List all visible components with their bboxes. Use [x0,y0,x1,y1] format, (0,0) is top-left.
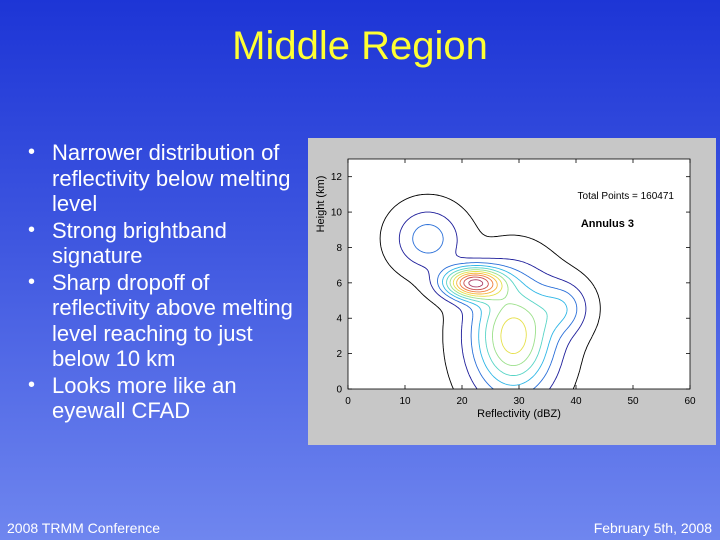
contour-line [446,267,548,376]
y-tick-label: 12 [331,172,343,183]
x-tick-label: 60 [684,396,696,407]
x-tick-label: 40 [570,396,582,407]
x-tick-label: 10 [399,396,411,407]
contour-line [463,276,489,291]
x-axis-label: Reflectivity (dBZ) [477,408,561,420]
total-points-annotation: Total Points = 160471 [578,191,675,202]
x-tick-label: 0 [345,396,351,407]
plot-area [348,159,690,389]
bullet-dot: • [28,270,36,293]
y-tick-label: 0 [336,385,342,396]
cfad-chart: 0 10 20 30 40 50 60 0 2 4 6 8 10 12 Reflectivity (dBZ)… [315,158,696,420]
slide-title: Middle Region [232,24,488,68]
bullet-list: • Narrower distribution of reflectivity b… [22,140,312,425]
bullet-item: • Strong brightband signature [22,218,312,269]
y-tick-label: 2 [336,349,342,360]
contour-line [412,224,578,390]
x-tick-label: 20 [456,396,468,407]
contour-line [456,272,498,295]
y-tick-label: 6 [336,278,342,289]
footer-date: February 5th, 2008 [593,520,712,536]
contour-line [398,211,587,390]
bullet-text: Strong brightband signature [52,217,227,269]
contour-line [449,269,537,367]
contour-line [468,279,484,288]
y-tick-label: 8 [336,243,342,254]
contour-line [442,265,568,386]
x-tick-label: 50 [627,396,639,407]
x-tick-label: 30 [513,396,525,407]
bullet-dot: • [28,141,36,163]
contour-line [459,274,494,293]
cfad-figure: 0 10 20 30 40 50 60 0 2 4 6 8 10 12 Reflectivity (dBZ)… [308,138,716,445]
contour-line [452,271,527,355]
y-axis-label: Height (km) [315,176,327,233]
bullet-item: • Narrower distribution of reflectivity b… [22,140,312,217]
bullet-dot: • [28,218,36,241]
y-tick-label: 10 [331,208,343,219]
bullet-dot: • [28,373,36,396]
bullet-text: Looks more like an eyewall CFAD [52,372,237,424]
footer-conference: 2008 TRMM Conference [7,520,161,536]
y-tick-label: 4 [336,314,342,325]
annulus-annotation: Annulus 3 [581,218,634,230]
bullet-item: • Sharp dropoff of reflectivity above mel… [22,270,312,372]
bullet-text: Sharp dropoff of reflectivity above melt… [52,269,293,372]
bullet-item: • Looks more like an eyewall CFAD [22,373,312,424]
contour-line [379,193,601,390]
bullet-text: Narrower distribution of reflectivity be… [52,140,291,216]
